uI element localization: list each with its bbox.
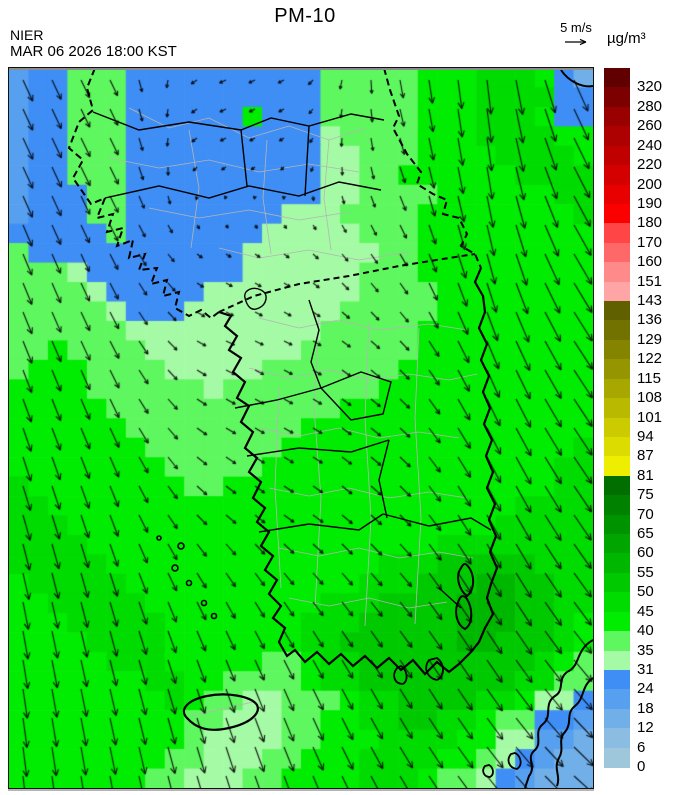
colorbar-tick-label: 122 bbox=[637, 350, 663, 368]
colorbar-tick-label: 94 bbox=[637, 427, 654, 445]
colorbar-tick-label: 81 bbox=[637, 466, 654, 484]
colorbar-tick-label: 18 bbox=[637, 699, 654, 717]
colorbar-segment bbox=[604, 262, 630, 283]
wind-reference-arrow-icon bbox=[565, 38, 587, 46]
colorbar bbox=[604, 68, 630, 768]
colorbar-segment bbox=[604, 301, 630, 322]
colorbar-segment bbox=[604, 708, 630, 729]
colorbar-segment bbox=[604, 320, 630, 341]
colorbar-segment bbox=[604, 728, 630, 749]
colorbar-segment bbox=[604, 436, 630, 457]
datetime-label: MAR 06 2026 18:00 KST bbox=[10, 43, 177, 60]
colorbar-tick-label: 45 bbox=[637, 602, 654, 620]
colorbar-segment bbox=[604, 456, 630, 477]
colorbar-tick-label: 136 bbox=[637, 311, 663, 329]
colorbar-tick-label: 75 bbox=[637, 486, 654, 504]
colorbar-segment bbox=[604, 475, 630, 496]
colorbar-segment bbox=[604, 417, 630, 438]
page-title: PM-10 bbox=[274, 5, 336, 27]
colorbar-segment bbox=[604, 203, 630, 224]
colorbar-segment bbox=[604, 378, 630, 399]
colorbar-segment bbox=[604, 126, 630, 147]
colorbar-tick-label: 31 bbox=[637, 660, 654, 678]
colorbar-tick-label: 40 bbox=[637, 622, 654, 640]
colorbar-tick-label: 24 bbox=[637, 680, 654, 698]
colorbar-tick-label: 160 bbox=[637, 253, 663, 271]
colorbar-segment bbox=[604, 145, 630, 166]
colorbar-segment bbox=[604, 242, 630, 263]
colorbar-tick-label: 6 bbox=[637, 738, 646, 756]
wind-reference-label: 5 m/s bbox=[560, 20, 592, 35]
colorbar-tick-label: 280 bbox=[637, 97, 663, 115]
colorbar-segment bbox=[604, 165, 630, 186]
colorbar-tick-label: 108 bbox=[637, 389, 663, 407]
colorbar-segment bbox=[604, 689, 630, 710]
colorbar-tick-label: 35 bbox=[637, 641, 654, 659]
colorbar-tick-label: 260 bbox=[637, 117, 663, 135]
colorbar-segment bbox=[604, 747, 630, 768]
colorbar-segment bbox=[604, 611, 630, 632]
colorbar-tick-label: 220 bbox=[637, 156, 663, 174]
colorbar-segment bbox=[604, 553, 630, 574]
colorbar-tick-label: 70 bbox=[637, 505, 654, 523]
map-panel bbox=[8, 67, 594, 789]
colorbar-segment bbox=[604, 650, 630, 671]
colorbar-tick-label: 151 bbox=[637, 272, 663, 290]
colorbar-tick-label: 200 bbox=[637, 175, 663, 193]
colorbar-segment bbox=[604, 398, 630, 419]
colorbar-tick-label: 65 bbox=[637, 525, 654, 542]
colorbar-tick-label: 55 bbox=[637, 563, 654, 581]
colorbar-tick-label: 180 bbox=[637, 214, 663, 232]
colorbar-tick-label: 50 bbox=[637, 583, 654, 601]
wind-vector-canvas bbox=[9, 68, 593, 788]
colorbar-tick-label: 0 bbox=[637, 758, 646, 775]
colorbar-tick-label: 87 bbox=[637, 447, 654, 465]
colorbar-segment bbox=[604, 87, 630, 108]
colorbar-segment bbox=[604, 514, 630, 535]
colorbar-tick-label: 143 bbox=[637, 292, 663, 309]
colorbar-segment bbox=[604, 669, 630, 690]
colorbar-segment bbox=[604, 184, 630, 205]
colorbar-segment bbox=[604, 339, 630, 360]
colorbar-segment bbox=[604, 106, 630, 127]
colorbar-segment bbox=[604, 592, 630, 613]
colorbar-tick-label: 170 bbox=[637, 233, 663, 251]
colorbar-segment bbox=[604, 223, 630, 244]
agency-label: NIER bbox=[10, 27, 44, 43]
colorbar-segment bbox=[604, 534, 630, 555]
colorbar-segment bbox=[604, 68, 630, 89]
colorbar-ticks: 320 280 260 240 220 200 190 180 170 160 151 143 136 1… bbox=[637, 68, 673, 775]
colorbar-segment bbox=[604, 281, 630, 302]
colorbar-tick-label: 101 bbox=[637, 408, 663, 426]
colorbar-tick-label: 115 bbox=[637, 369, 661, 387]
unit-label: µg/m³ bbox=[607, 30, 646, 47]
colorbar-tick-label: 129 bbox=[637, 330, 663, 348]
colorbar-segment bbox=[604, 359, 630, 380]
colorbar-tick-label: 60 bbox=[637, 544, 654, 562]
wind-reference: 5 m/s bbox=[548, 20, 604, 47]
colorbar-segment bbox=[604, 495, 630, 516]
colorbar-tick-label: 240 bbox=[637, 136, 663, 154]
colorbar-segment bbox=[604, 572, 630, 593]
colorbar-tick-label: 320 bbox=[637, 78, 663, 96]
colorbar-tick-label: 12 bbox=[637, 719, 654, 737]
colorbar-tick-label: 190 bbox=[637, 194, 663, 212]
colorbar-segment bbox=[604, 631, 630, 652]
